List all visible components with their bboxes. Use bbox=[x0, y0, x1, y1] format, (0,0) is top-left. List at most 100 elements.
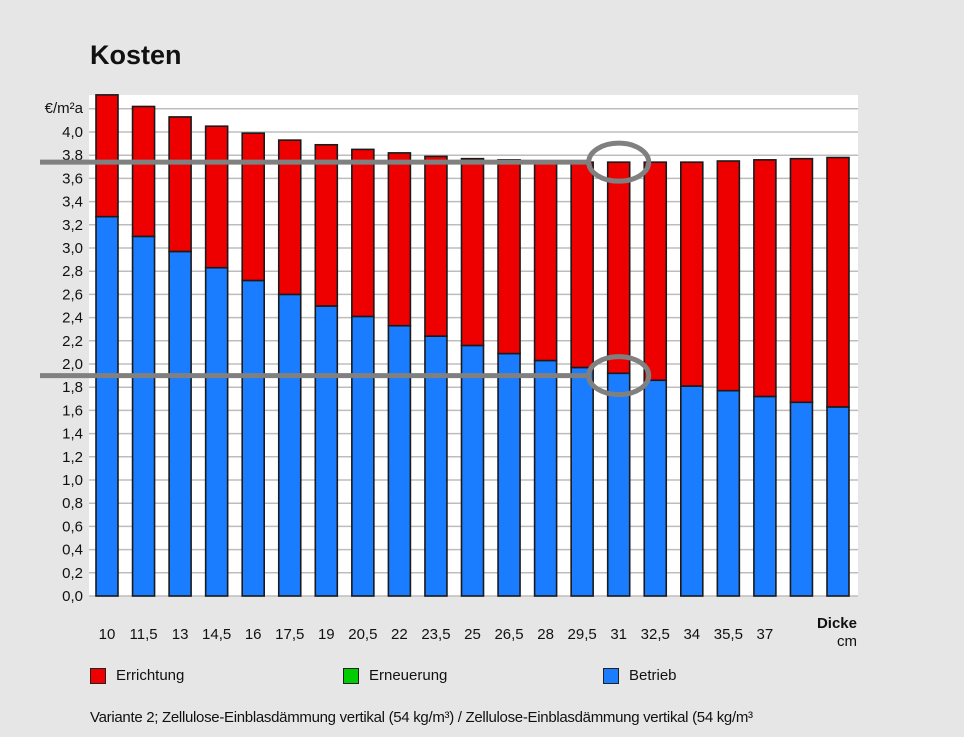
bar-betrieb bbox=[314, 305, 339, 597]
chart-footnote: Variante 2; Zellulose-Einblasdämmung ver… bbox=[90, 709, 753, 726]
y-tick-label: 0,2 bbox=[62, 565, 83, 582]
bar-errichtung bbox=[789, 157, 814, 404]
bar-errichtung bbox=[387, 152, 412, 327]
y-tick-label: 0,4 bbox=[62, 542, 83, 559]
bar-errichtung bbox=[351, 148, 375, 318]
legend-label-erneuerung: Erneuerung bbox=[369, 667, 448, 684]
bar-errichtung bbox=[643, 161, 668, 382]
bar-errichtung bbox=[460, 157, 485, 347]
bar-betrieb bbox=[533, 359, 558, 597]
legend-swatch-errichtung bbox=[90, 667, 106, 684]
legend-item-betrieb: Betrieb bbox=[603, 667, 677, 684]
x-tick-label: 20,5 bbox=[348, 626, 377, 643]
bar-errichtung bbox=[95, 94, 119, 218]
x-tick-label: 19 bbox=[318, 626, 335, 643]
bar-errichtung bbox=[131, 105, 156, 238]
y-tick-label: 0,8 bbox=[62, 495, 83, 512]
bar-betrieb bbox=[351, 315, 375, 597]
chart-title: Kosten bbox=[90, 40, 182, 70]
x-tick-label: 13 bbox=[172, 626, 189, 643]
bar-betrieb bbox=[387, 324, 412, 597]
bar-errichtung bbox=[606, 161, 631, 375]
x-axis-title: Dicke bbox=[817, 615, 857, 632]
x-tick-label: 31 bbox=[610, 626, 627, 643]
x-tick-label: 32,5 bbox=[641, 626, 670, 643]
y-tick-label: 2,4 bbox=[62, 310, 83, 327]
legend-label-betrieb: Betrieb bbox=[629, 667, 677, 684]
legend-label-errichtung: Errichtung bbox=[116, 667, 185, 684]
annotation-circle bbox=[586, 140, 652, 184]
bar-errichtung bbox=[168, 116, 192, 253]
y-tick-label: 1,0 bbox=[62, 472, 83, 489]
y-tick-label: 0,0 bbox=[62, 588, 83, 605]
bar-betrieb bbox=[679, 385, 704, 597]
legend-swatch-betrieb bbox=[603, 667, 619, 684]
y-tick-label: 3,4 bbox=[62, 194, 83, 211]
bar-errichtung bbox=[241, 132, 265, 282]
y-tick-label: 3,6 bbox=[62, 170, 83, 187]
x-tick-label: 10 bbox=[99, 626, 116, 643]
x-tick-label: 26,5 bbox=[494, 626, 523, 643]
x-tick-label: 29,5 bbox=[568, 626, 597, 643]
bar-errichtung bbox=[277, 139, 302, 296]
bar-betrieb bbox=[753, 395, 777, 597]
bar-errichtung bbox=[204, 125, 229, 269]
x-tick-label: 16 bbox=[245, 626, 262, 643]
annotations bbox=[40, 140, 652, 398]
legend-item-erneuerung: Erneuerung bbox=[343, 667, 447, 684]
bar-errichtung bbox=[314, 143, 339, 307]
y-tick-label: 2,8 bbox=[62, 263, 83, 280]
bar-betrieb bbox=[131, 235, 156, 597]
x-tick-label: 25 bbox=[464, 626, 481, 643]
bar-errichtung bbox=[716, 160, 741, 392]
bar-errichtung bbox=[497, 159, 521, 355]
bar-betrieb bbox=[168, 250, 192, 597]
bar-errichtung bbox=[570, 161, 594, 369]
bar-betrieb bbox=[570, 366, 594, 597]
x-axis-unit: cm bbox=[837, 633, 857, 650]
y-tick-label: 1,8 bbox=[62, 379, 83, 396]
bar-betrieb bbox=[277, 293, 302, 597]
y-tick-label: 2,6 bbox=[62, 286, 83, 303]
y-tick-label: 3,0 bbox=[62, 240, 83, 257]
x-tick-label: 11,5 bbox=[130, 626, 158, 643]
bar-errichtung bbox=[679, 161, 704, 387]
y-axis-ticks: 0,0 0,2 0,4 0,6 0,8 1,0 1,2 1,4 1,6 1,8 2,0 2,2 2,4 2… bbox=[62, 124, 83, 605]
x-axis-ticks: 10 11,5 13 14,5 16 17,5 19 20,5 22 23,5 25 26,5 28 29… bbox=[99, 626, 774, 643]
x-tick-label: 37 bbox=[757, 626, 774, 643]
legend: Errichtung Erneuerung Betrieb bbox=[90, 667, 890, 691]
bar-betrieb bbox=[789, 401, 814, 597]
x-tick-label: 28 bbox=[537, 626, 554, 643]
y-tick-label: 0,6 bbox=[62, 518, 83, 535]
bar-betrieb bbox=[204, 266, 229, 597]
x-tick-label: 35,5 bbox=[714, 626, 743, 643]
x-tick-label: 22 bbox=[391, 626, 408, 643]
annotation-circle bbox=[586, 354, 652, 398]
bar-errichtung bbox=[533, 160, 558, 362]
y-tick-label: 4,0 bbox=[62, 124, 83, 141]
bar-betrieb bbox=[826, 406, 850, 597]
y-tick-label: 2,0 bbox=[62, 356, 83, 373]
x-tick-label: 23,5 bbox=[421, 626, 450, 643]
legend-swatch-erneuerung bbox=[343, 667, 359, 684]
legend-item-errichtung: Errichtung bbox=[90, 667, 184, 684]
bar-betrieb bbox=[643, 379, 668, 597]
y-tick-label: 1,6 bbox=[62, 402, 83, 419]
bar-betrieb bbox=[460, 344, 485, 597]
y-tick-label: 3,2 bbox=[62, 217, 83, 234]
bar-betrieb bbox=[497, 352, 521, 597]
bar-betrieb bbox=[241, 279, 265, 597]
x-tick-label: 17,5 bbox=[275, 626, 304, 643]
y-axis-title: €/m²a bbox=[45, 100, 84, 117]
bar-errichtung bbox=[753, 159, 777, 398]
bars bbox=[95, 94, 850, 597]
bar-betrieb bbox=[95, 215, 119, 597]
bar-betrieb bbox=[716, 389, 741, 597]
bar-betrieb bbox=[606, 372, 631, 597]
bar-errichtung bbox=[826, 156, 850, 408]
x-tick-label: 34 bbox=[683, 626, 700, 643]
y-tick-label: 2,2 bbox=[62, 333, 83, 350]
bar-errichtung bbox=[424, 155, 448, 337]
y-tick-label: 1,4 bbox=[62, 426, 83, 443]
